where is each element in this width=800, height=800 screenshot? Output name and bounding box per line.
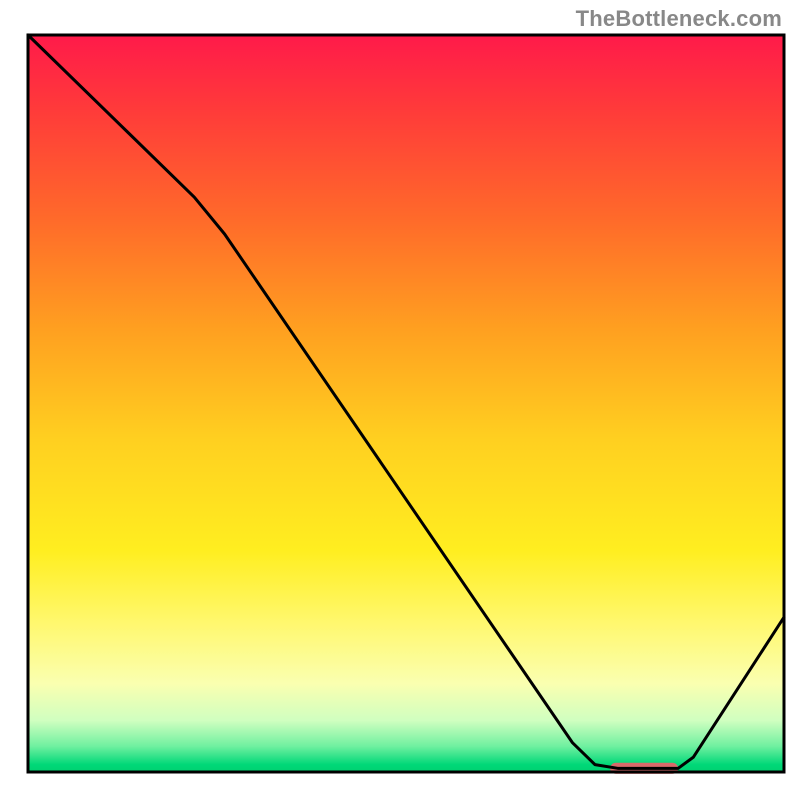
- watermark-text: TheBottleneck.com: [576, 6, 782, 32]
- bottleneck-chart: [0, 0, 800, 800]
- chart-container: TheBottleneck.com: [0, 0, 800, 800]
